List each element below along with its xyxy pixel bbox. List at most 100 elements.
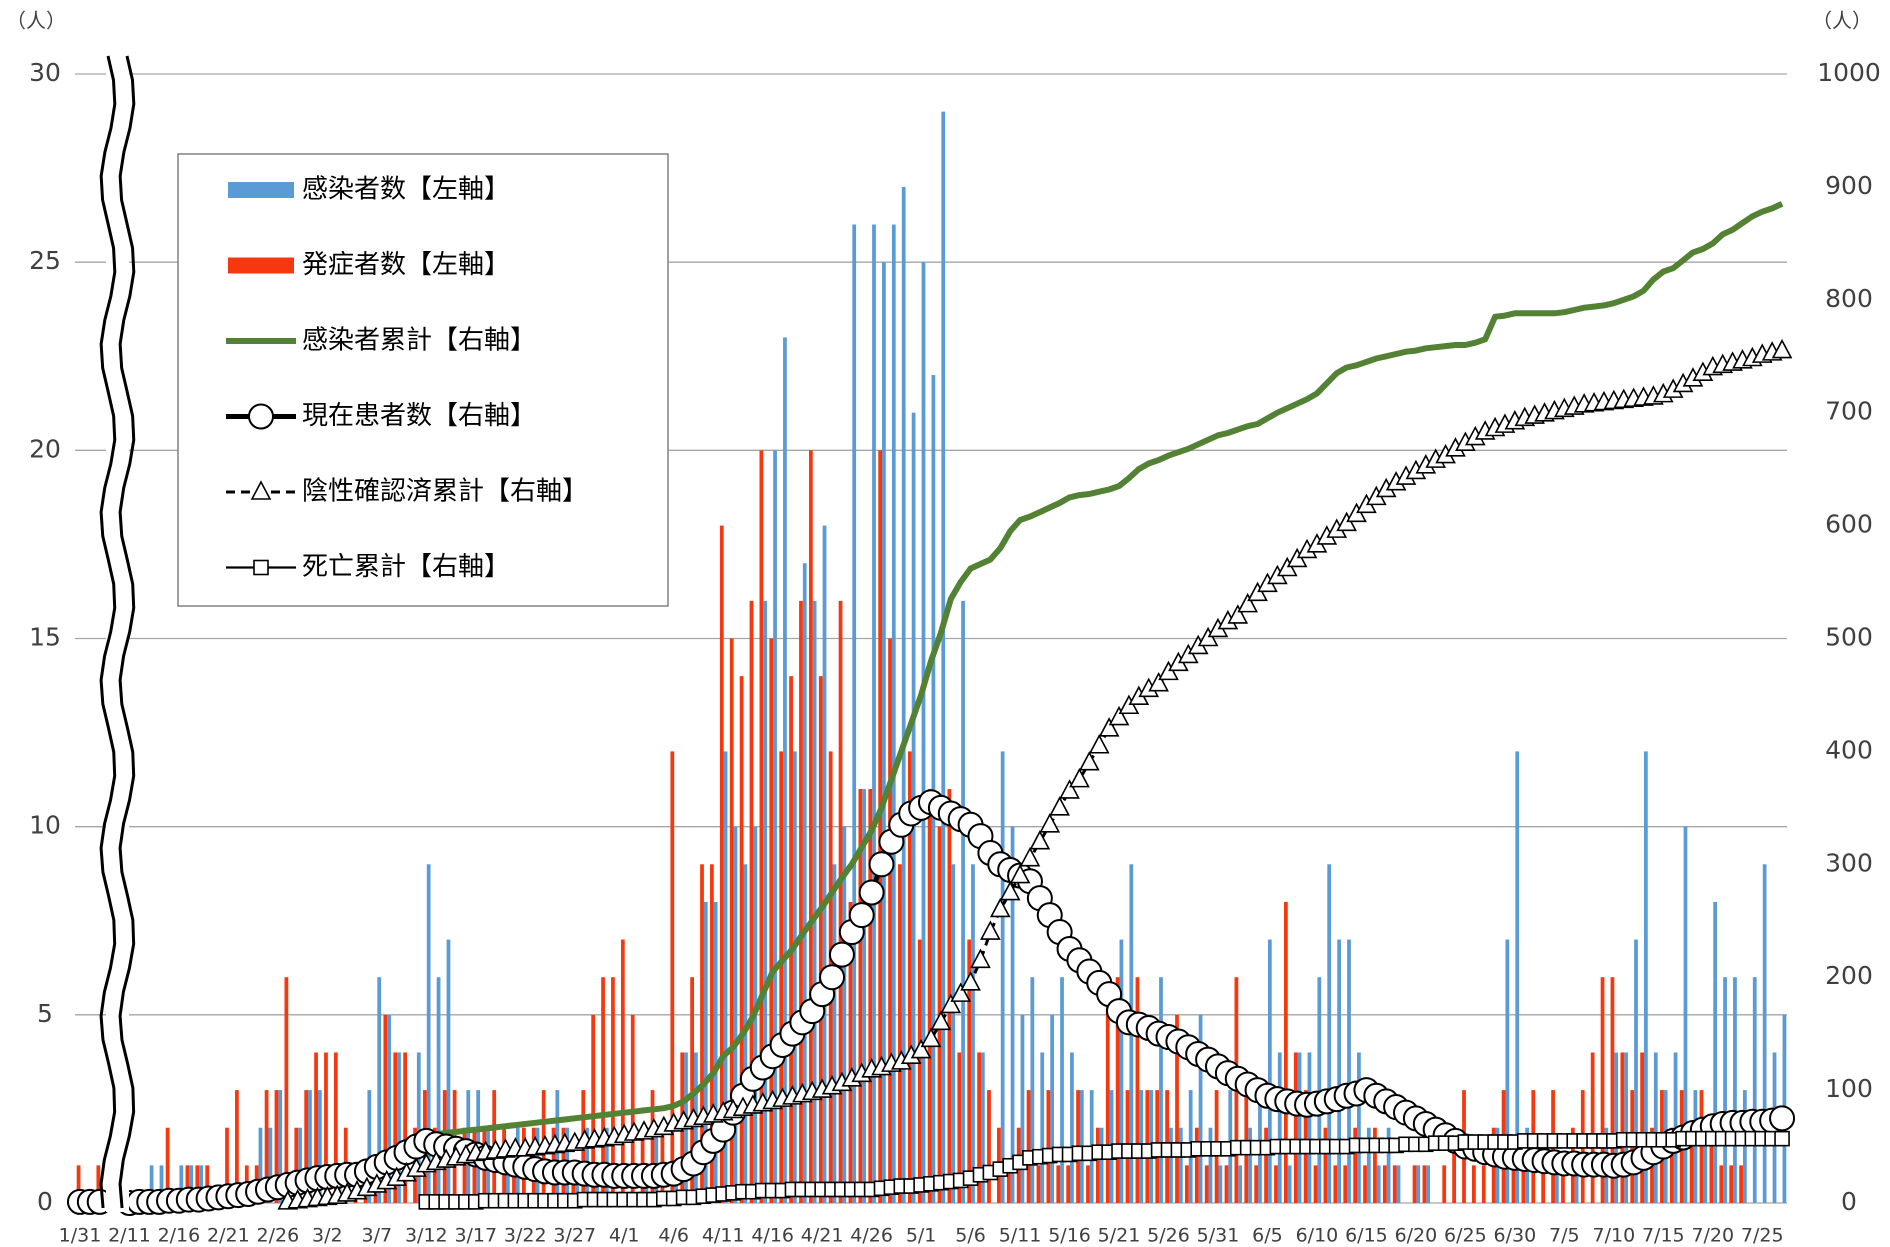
marker-triangle bbox=[1108, 705, 1130, 726]
x-tick-label: 5/31 bbox=[1197, 1225, 1240, 1247]
x-tick-label: 6/25 bbox=[1444, 1225, 1487, 1247]
bar bbox=[1333, 1165, 1338, 1203]
x-tick-label: 6/30 bbox=[1494, 1225, 1537, 1247]
bar bbox=[1590, 1052, 1595, 1203]
bar bbox=[1574, 1165, 1579, 1203]
x-tick-label: 7/15 bbox=[1642, 1225, 1685, 1247]
bar bbox=[377, 977, 382, 1203]
bar bbox=[317, 1090, 322, 1203]
bar bbox=[987, 1090, 991, 1203]
bar bbox=[298, 1127, 302, 1203]
bar bbox=[1600, 977, 1605, 1203]
marker-square bbox=[1774, 1130, 1790, 1147]
marker-triangle bbox=[910, 1038, 932, 1059]
x-tick-label: 5/26 bbox=[1147, 1225, 1190, 1247]
bar bbox=[601, 977, 605, 1203]
bar bbox=[759, 450, 764, 1203]
legend-label: 現在患者数【右軸】 bbox=[302, 401, 536, 431]
bar bbox=[1472, 1165, 1476, 1203]
bar bbox=[1412, 1165, 1417, 1203]
bar bbox=[278, 1090, 283, 1203]
bar bbox=[917, 939, 922, 1203]
bar bbox=[670, 751, 675, 1203]
bar bbox=[149, 1165, 154, 1203]
bar bbox=[1293, 1052, 1298, 1203]
marker-triangle bbox=[1227, 604, 1249, 624]
bar bbox=[1086, 1165, 1090, 1203]
legend-entry: 陰性確認済累計【右軸】 bbox=[226, 477, 588, 507]
bar bbox=[713, 901, 718, 1203]
bar bbox=[1689, 1127, 1694, 1203]
marker-triangle bbox=[1029, 830, 1051, 850]
legend-entry: 発症者数【左軸】 bbox=[228, 250, 510, 280]
bar bbox=[1317, 977, 1322, 1203]
x-tick-label: 5/1 bbox=[906, 1225, 937, 1247]
bar bbox=[1169, 1127, 1173, 1203]
bar bbox=[898, 864, 902, 1203]
bar bbox=[333, 1052, 338, 1203]
bar bbox=[1020, 1014, 1025, 1203]
bar bbox=[1224, 1165, 1229, 1203]
bar bbox=[690, 977, 694, 1203]
y-tick-label: 30 bbox=[29, 58, 61, 87]
x-tick-label: 3/12 bbox=[405, 1225, 448, 1247]
bar bbox=[1099, 1127, 1104, 1203]
x-tick-label: 1/31 bbox=[59, 1225, 102, 1247]
bar bbox=[832, 864, 837, 1203]
bar bbox=[818, 676, 823, 1203]
bar bbox=[1366, 1127, 1371, 1203]
bar bbox=[792, 751, 797, 1203]
marker-triangle bbox=[1019, 846, 1041, 867]
marker-triangle bbox=[1009, 863, 1031, 884]
bar bbox=[1729, 1165, 1734, 1203]
bar bbox=[1095, 1127, 1100, 1203]
bar bbox=[1505, 939, 1510, 1203]
bar bbox=[1198, 1014, 1203, 1203]
bar bbox=[1347, 939, 1351, 1203]
bar bbox=[769, 638, 774, 1203]
bar bbox=[1000, 751, 1005, 1203]
bar bbox=[1416, 1165, 1421, 1203]
legend-swatch bbox=[228, 257, 294, 274]
y2-tick-label: 1000 bbox=[1817, 58, 1881, 87]
bar bbox=[693, 1052, 698, 1203]
x-tick-label: 2/11 bbox=[108, 1225, 151, 1247]
bar bbox=[719, 525, 724, 1203]
bar bbox=[723, 751, 728, 1203]
bar bbox=[773, 450, 777, 1203]
y2-axis-unit: （人） bbox=[1812, 9, 1872, 33]
bar bbox=[1561, 1165, 1565, 1203]
bar bbox=[848, 901, 853, 1203]
marker-circle bbox=[868, 851, 895, 878]
bar bbox=[1693, 1090, 1698, 1203]
bar bbox=[1070, 1052, 1074, 1203]
x-tick-label: 5/11 bbox=[999, 1225, 1042, 1247]
bar bbox=[739, 676, 744, 1203]
marker-triangle bbox=[1148, 671, 1169, 692]
marker-circle bbox=[248, 403, 274, 430]
bar bbox=[812, 600, 817, 1203]
x-tick-label: 2/16 bbox=[158, 1225, 201, 1247]
y-tick-label: 5 bbox=[37, 999, 53, 1028]
bar bbox=[947, 789, 952, 1203]
legend-swatch bbox=[228, 182, 294, 198]
bar bbox=[1307, 1052, 1312, 1203]
bar bbox=[1297, 1052, 1302, 1203]
legend-label: 発症者数【左軸】 bbox=[302, 250, 510, 280]
bar bbox=[1208, 1127, 1213, 1203]
bar bbox=[1313, 1165, 1318, 1203]
bar bbox=[258, 1127, 263, 1203]
x-tick-label: 7/10 bbox=[1592, 1225, 1635, 1247]
x-tick-label: 4/16 bbox=[751, 1225, 794, 1247]
bar bbox=[165, 1127, 170, 1203]
legend-entry: 現在患者数【右軸】 bbox=[226, 401, 536, 431]
bar bbox=[1624, 1052, 1628, 1203]
bar bbox=[1050, 1014, 1055, 1203]
bar bbox=[324, 1052, 328, 1203]
bar bbox=[980, 1052, 985, 1203]
bar bbox=[961, 600, 965, 1203]
bar bbox=[1762, 864, 1767, 1203]
marker-triangle bbox=[980, 920, 1001, 940]
bar bbox=[314, 1052, 318, 1203]
